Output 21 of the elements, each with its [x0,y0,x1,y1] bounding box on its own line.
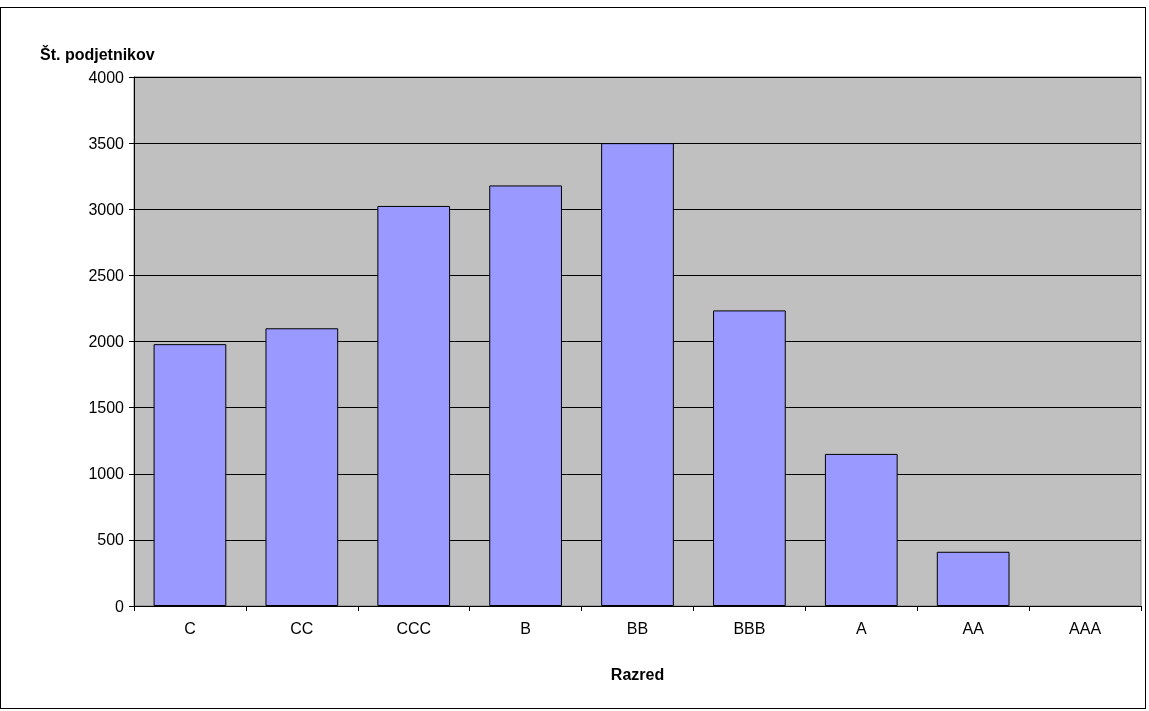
y-tick-label: 500 [97,531,125,549]
y-tick-label: 0 [115,597,125,615]
x-tick-label: AA [962,619,985,637]
y-tick-label: 3500 [88,134,125,152]
y-tick-label: 1000 [88,465,125,483]
y-tick-label: 2000 [88,333,125,350]
x-tick-label: AAA [1069,619,1102,637]
x-tick-label: CCC [396,619,432,637]
x-axis-title: Razred [610,665,665,683]
y-tick-label: 4000 [88,68,125,86]
x-tick-label: A [855,619,867,637]
bar [936,551,1010,606]
y-axis-title: Št. podjetnikov [40,44,155,63]
y-tick-label: 1500 [88,399,125,417]
y-tick-label: 2500 [88,266,125,284]
x-tick-label: B [520,619,531,637]
x-tick-label: BBB [733,619,766,637]
x-tick-label: C [184,619,196,637]
x-tick-label: CC [290,619,314,637]
x-tick-label: BB [626,619,649,637]
y-tick-label: 3000 [88,200,125,218]
